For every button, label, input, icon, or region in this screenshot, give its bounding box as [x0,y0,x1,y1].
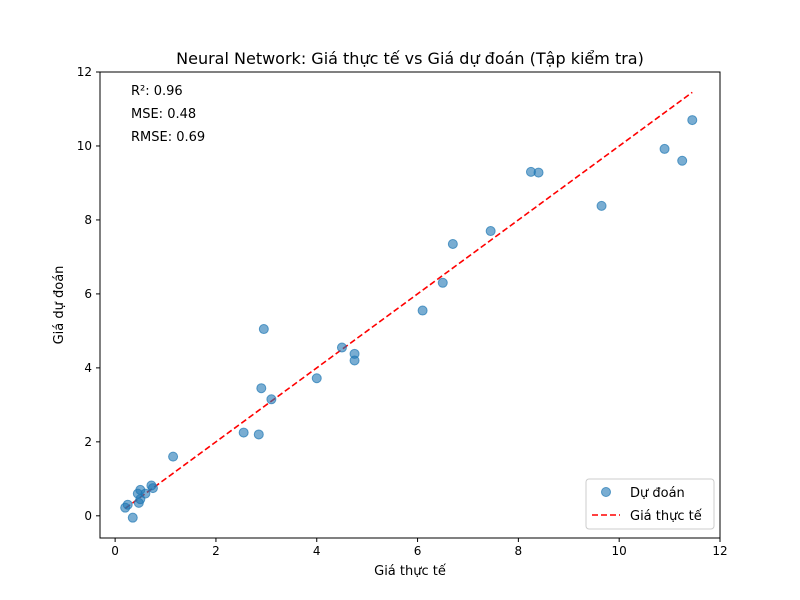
scatter-point [256,383,267,394]
y-tick-label: 4 [84,361,92,375]
y-tick-label: 12 [77,65,92,79]
y-tick-label: 6 [84,287,92,301]
scatter-point [437,277,448,288]
scatter-point [140,488,151,499]
chart-axes: 0 2 4 6 8 10 12 0 2 4 6 8 10 12 [77,65,728,558]
x-axis-label: Giá thực tế [374,564,446,579]
scatter-point [336,342,347,353]
y-tick-label: 8 [84,213,92,227]
legend-marker-scatter [601,487,611,497]
scatter-point [596,200,607,211]
x-tick-label: 2 [212,544,220,558]
scatter-point [659,143,670,154]
scatter-point [147,483,158,494]
scatter-point [238,427,249,438]
x-tick-label: 6 [414,544,422,558]
stat-annotation: MSE: 0.48 [131,107,196,122]
scatter-point [311,373,322,384]
scatter-point [687,115,698,126]
y-tick-label: 0 [84,509,92,523]
y-tick-label: 2 [84,435,92,449]
y-tick-label: 10 [77,139,92,153]
legend-label: Giá thực tế [630,509,702,524]
scatter-point [485,226,496,237]
plot-frame [99,71,721,539]
stat-annotation: R²: 0.96 [131,84,183,99]
legend: Dự đoán Giá thực tế [585,478,715,530]
scatter-point [122,499,133,510]
scatter-point [349,355,360,366]
scatter-point [253,429,264,440]
legend-label: Dự đoán [630,486,685,501]
chart-marks [120,91,698,523]
scatter-point [417,305,428,316]
x-tick-label: 8 [515,544,523,558]
scatter-point [677,155,688,166]
y-axis-label: Giá dự đoán [52,266,67,345]
x-tick-label: 4 [313,544,321,558]
x-tick-label: 10 [612,544,627,558]
scatter-point [258,324,269,335]
stats-annotations: R²: 0.96 MSE: 0.48 RMSE: 0.69 [131,84,205,145]
scatter-point [533,167,544,178]
scatter-point [266,394,277,405]
scatter-point [127,512,138,523]
legend-box [585,478,715,530]
stat-annotation: RMSE: 0.69 [131,130,205,145]
x-tick-label: 0 [111,544,119,558]
scatter-point [447,238,458,249]
reference-line [124,91,693,510]
scatter-point [168,451,179,462]
chart-title: Neural Network: Giá thực tế vs Giá dự đo… [176,49,644,68]
x-tick-label: 12 [712,544,727,558]
